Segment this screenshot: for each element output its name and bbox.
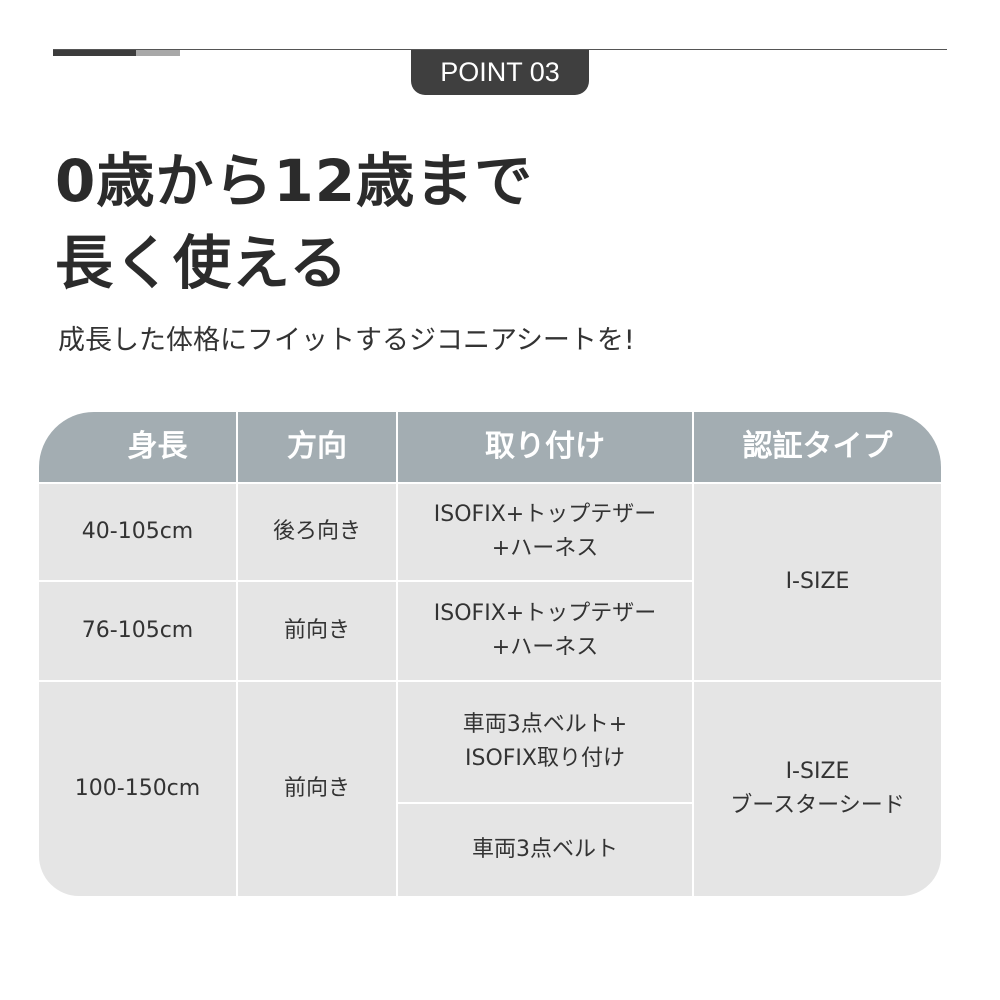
cell-install: ISOFIX+トップテザー +ハーネス — [398, 484, 694, 582]
install-line: +ハーネス — [491, 536, 599, 561]
spec-table: 身長 方向 取り付け 認証タイプ 40-105cm 後ろ向き ISOFIX+トッ… — [39, 412, 941, 896]
install-line: ISOFIX+トップテザー — [433, 502, 657, 527]
page-title: 0歳から12歳まで 長く使える — [55, 140, 533, 304]
cell-height: 76-105cm — [39, 582, 238, 682]
install-line: ISOFIX+トップテザー — [433, 601, 657, 626]
header-install: 取り付け — [398, 412, 694, 484]
cell-height: 40-105cm — [39, 484, 238, 582]
header-direction: 方向 — [238, 412, 398, 484]
install-line: +ハーネス — [491, 635, 599, 660]
install-line: ISOFIX取り付け — [465, 746, 625, 771]
install-line: 車両3点ベルト+ — [462, 712, 628, 737]
header-height: 身長 — [39, 412, 238, 484]
title-line-1: 0歳から12歳まで — [55, 147, 534, 215]
subtitle: 成長した体格にフイットするジコニアシートを! — [58, 325, 635, 356]
cell-cert: I-SIZE ブースターシード — [694, 682, 941, 896]
cert-line: ブースターシード — [730, 793, 905, 818]
accent-bar-dark — [53, 50, 136, 56]
cert-line: I-SIZE — [785, 759, 850, 784]
cell-install: ISOFIX+トップテザー +ハーネス — [398, 582, 694, 682]
cell-direction: 前向き — [238, 682, 398, 896]
cell-direction: 前向き — [238, 582, 398, 682]
accent-bar-light — [136, 50, 180, 56]
header-cert: 認証タイプ — [694, 412, 941, 484]
cell-install: 車両3点ベルト — [398, 804, 694, 896]
cell-install: 車両3点ベルト+ ISOFIX取り付け — [398, 682, 694, 804]
cell-cert: I-SIZE — [694, 484, 941, 682]
title-line-2: 長く使える — [55, 229, 349, 297]
top-divider — [53, 49, 947, 50]
cell-height: 100-150cm — [39, 682, 238, 896]
cell-direction: 後ろ向き — [238, 484, 398, 582]
point-badge: POINT 03 — [411, 50, 589, 95]
